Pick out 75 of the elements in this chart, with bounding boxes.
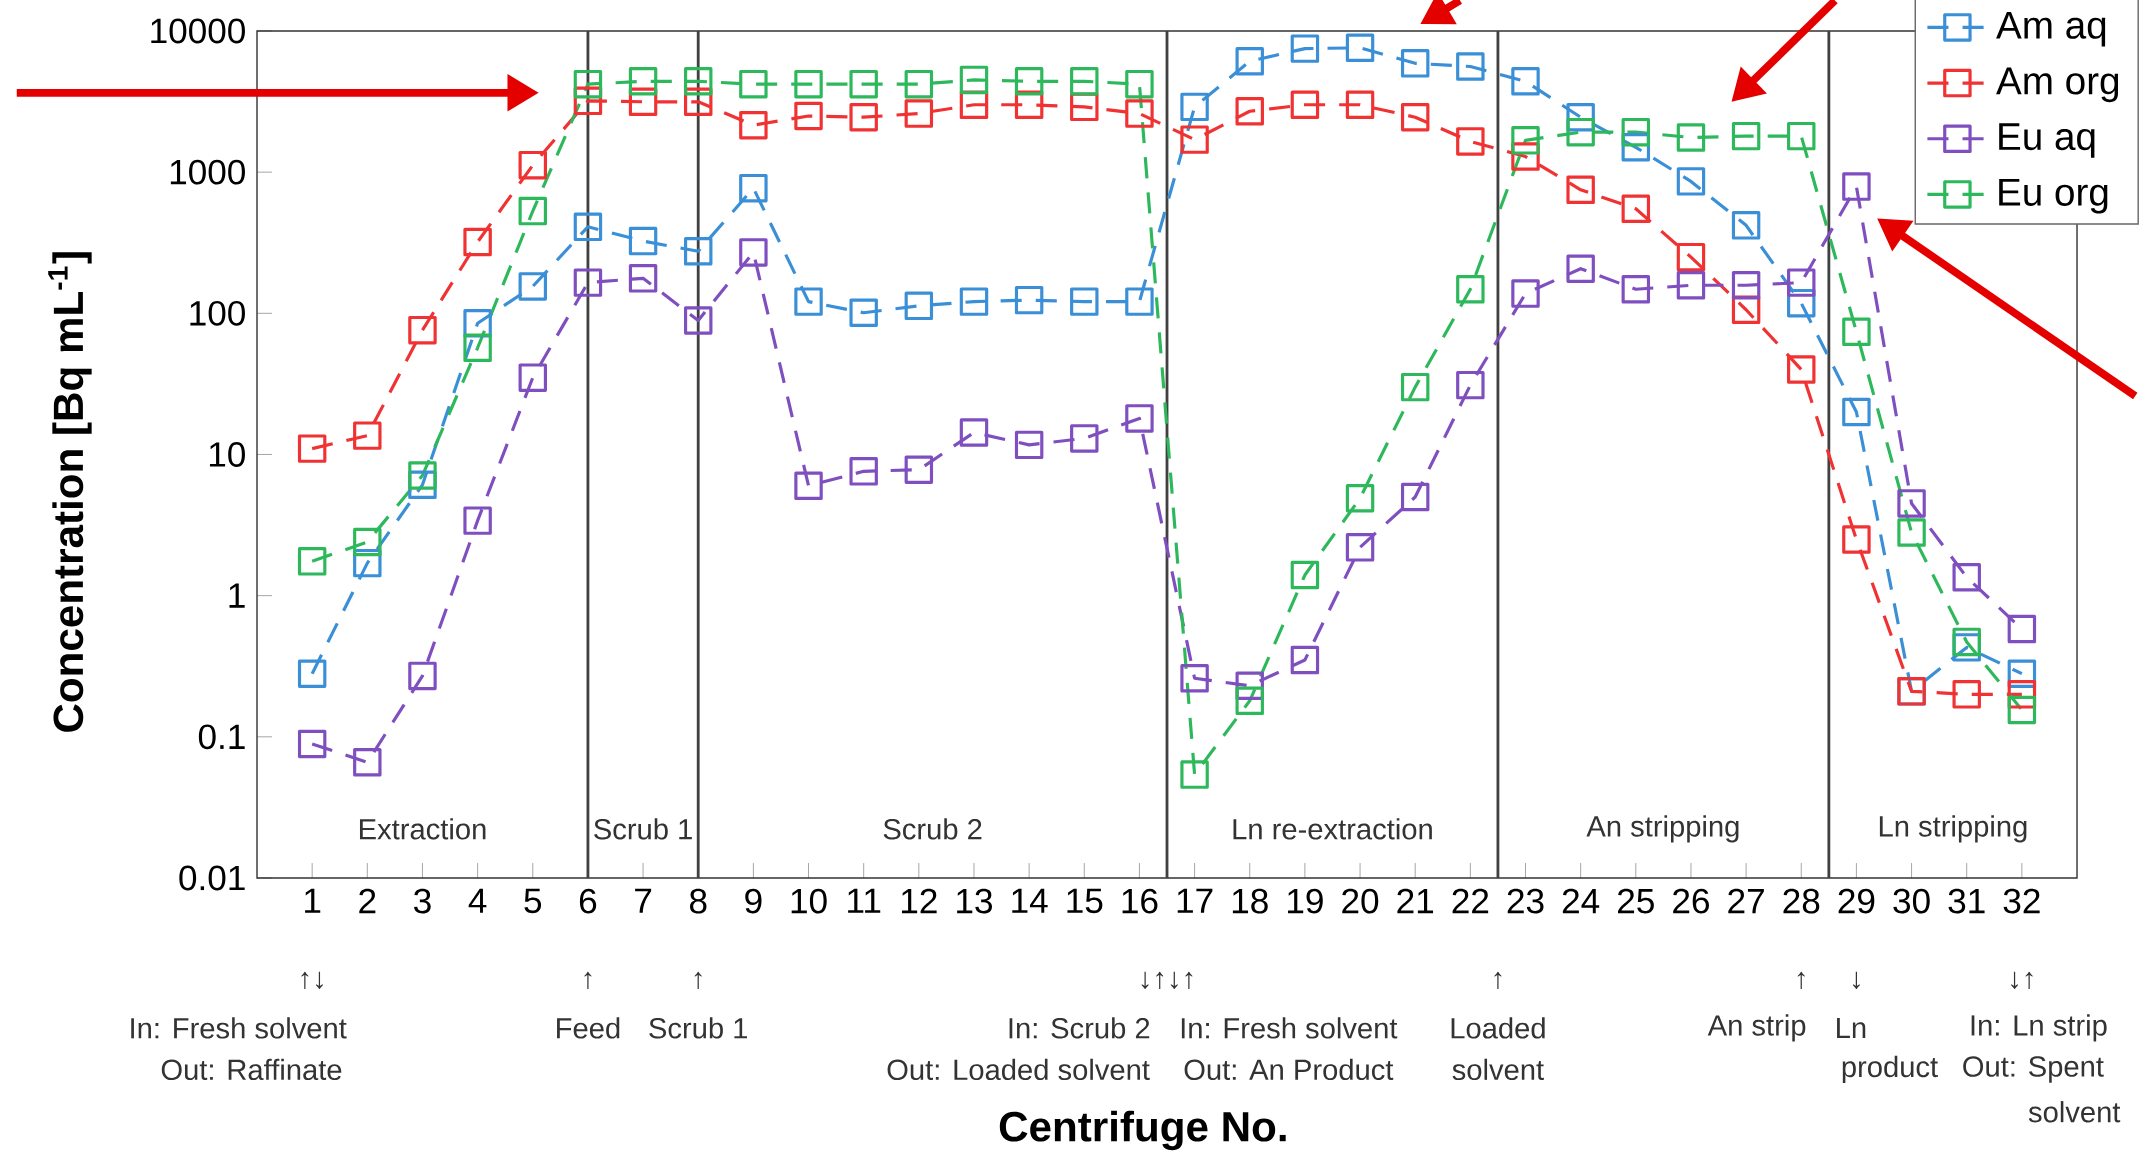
annotation: Scrub 1: [594, 818, 692, 840]
text: ↓↑: [2011, 971, 2033, 990]
x-tick-label: 23: [1507, 888, 1544, 914]
text: In: Scrub 2: [1009, 1017, 1150, 1039]
text: ↓: [1852, 971, 1860, 990]
annotation: Extraction: [359, 818, 486, 840]
text: ↑: [1494, 971, 1502, 990]
y-tick-label: 10: [209, 442, 245, 467]
annotation: Ln stripping: [1879, 815, 2027, 843]
legend-label: Eu aq: [1999, 123, 2095, 158]
text: Out: Raffinate: [161, 1058, 342, 1081]
x-tick-label: 30: [1893, 888, 1930, 914]
x-tick-label: 21: [1397, 888, 1434, 914]
x-tick-label: 1: [305, 888, 321, 913]
y-tick-label: 100: [190, 300, 245, 326]
y-tick-label: 10000: [151, 18, 245, 44]
x-tick-label: 13: [957, 888, 992, 914]
text: Scrub 1: [649, 1017, 747, 1039]
x-tick-label: 28: [1783, 888, 1820, 914]
x-tick-label: 19: [1288, 888, 1323, 914]
text: In: Ln strip: [1971, 1014, 2107, 1042]
x-tick-label: 20: [1342, 888, 1379, 914]
x-axis-title: Centrifuge No.: [999, 1110, 1286, 1151]
text: Out: Loaded solvent: [887, 1058, 1150, 1081]
x-tick-label: 25: [1618, 888, 1654, 914]
x-tick-label: 2: [359, 888, 376, 914]
text: solvent: [2028, 1101, 2121, 1123]
text: ↑↓: [301, 971, 323, 990]
y-tick-label: 1: [229, 583, 245, 608]
text: ↓↑↓↑: [1141, 971, 1193, 990]
annotation: An stripping: [1586, 815, 1739, 843]
x-tick-label: 3: [414, 888, 431, 914]
y-tick-label: 1000: [170, 159, 245, 185]
annotation: Scrub 2: [883, 818, 982, 840]
x-tick-label: 5: [524, 888, 542, 914]
x-tick-label: 22: [1452, 888, 1489, 914]
x-tick-label: 26: [1673, 888, 1709, 914]
x-tick-label: 17: [1177, 888, 1213, 913]
text: Out: Spent: [1963, 1056, 2104, 1083]
x-tick-label: 16: [1122, 888, 1158, 914]
annotation: Ln re-extraction: [1233, 818, 1432, 840]
text: An strip: [1707, 1014, 1806, 1042]
x-tick-label: 15: [1067, 888, 1103, 914]
text: solvent: [1452, 1058, 1544, 1081]
text: ↑: [1797, 971, 1805, 990]
x-tick-label: 27: [1728, 888, 1764, 914]
legend-label: Eu org: [1999, 178, 2108, 214]
x-tick-label: 12: [901, 888, 937, 914]
text: Feed: [557, 1017, 620, 1039]
x-tick-label: 6: [579, 888, 597, 914]
x-tick-label: 7: [635, 888, 652, 913]
x-tick-label: 9: [745, 888, 762, 914]
x-tick-label: 31: [1948, 888, 1985, 914]
y-tick-label: 0.01: [179, 865, 245, 891]
x-tick-label: 4: [468, 888, 487, 913]
x-tick-label: 14: [1012, 888, 1048, 913]
x-tick-label: 29: [1838, 888, 1875, 914]
y-tick-label: 0.1: [198, 724, 245, 750]
x-tick-label: 24: [1562, 888, 1600, 914]
text: product: [1842, 1055, 1938, 1084]
legend-label: Am org: [1996, 67, 2119, 103]
x-tick-label: 11: [848, 888, 881, 913]
x-tick-label: 10: [791, 888, 827, 914]
text: Ln: [1837, 1017, 1866, 1038]
y-axis-title: Concentration [Bq mL$^{-1}$]: [48, 252, 92, 732]
x-tick-label: 18: [1232, 888, 1268, 914]
x-tick-label: 8: [689, 888, 707, 914]
x-tick-label: 32: [2003, 888, 2040, 914]
text: ↑: [694, 971, 702, 990]
legend-label: Am aq: [1996, 11, 2106, 47]
text: Loaded: [1451, 1017, 1545, 1039]
text: ↑: [584, 971, 592, 990]
text: In: Fresh solvent: [1181, 1017, 1398, 1039]
text: Out: An Product: [1184, 1058, 1394, 1081]
text: In: Fresh solvent: [131, 1017, 347, 1039]
